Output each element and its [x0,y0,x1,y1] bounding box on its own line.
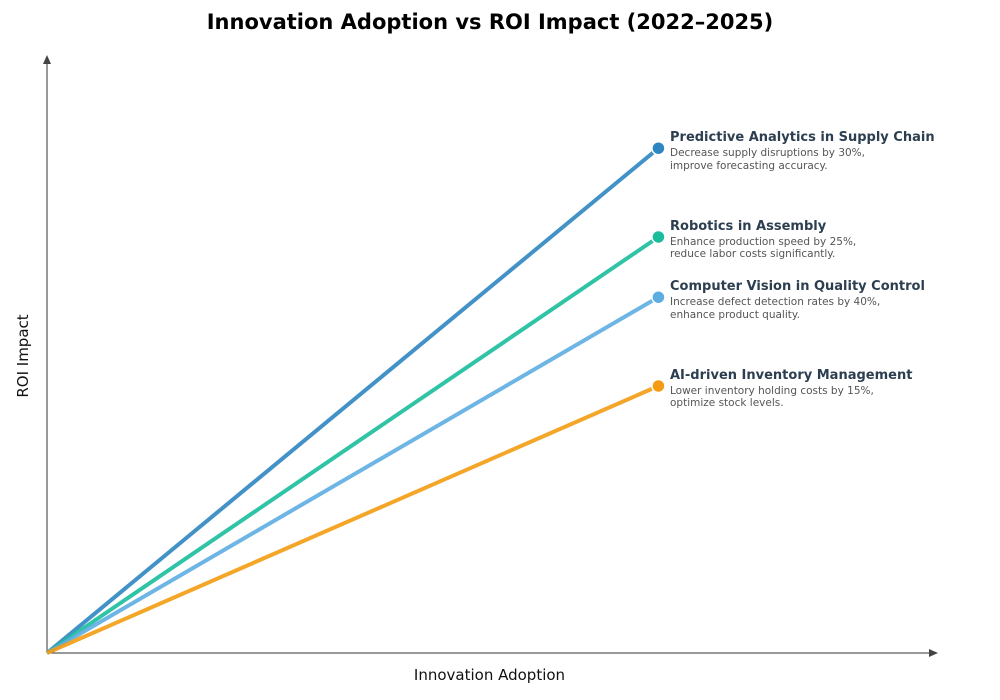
series-annotation: Computer Vision in Quality Control Increa… [670,279,925,321]
series-endpoint-marker [651,289,666,305]
series-name-label: Predictive Analytics in Supply Chain [670,130,935,146]
series-name-label: AI-driven Inventory Management [670,367,913,383]
series-annotation: Robotics in Assembly Enhance production s… [670,219,885,261]
series-description: Decrease supply disruptions by 30%, impr… [670,147,865,172]
series-endpoint-marker [651,229,666,245]
series-description: Enhance production speed by 25%, reduce … [670,235,857,261]
series-name-label: Computer Vision in Quality Control [670,279,925,295]
series-annotation: AI-driven Inventory Management Lower inve… [670,368,912,410]
series-line [45,146,660,655]
series-endpoint-marker [651,378,666,394]
series-line [46,384,660,655]
y-axis-arrow [43,55,51,64]
series-line [45,295,660,655]
series-endpoint-marker [651,140,666,156]
series-annotation: Predictive Analytics in Supply Chain Decr… [670,130,935,172]
x-axis-label: Innovation Adoption [413,666,566,684]
series-name-label: Robotics in Assembly [670,218,827,234]
series-description: Increase defect detection rates by 40%, … [670,296,881,321]
series-line [45,235,660,655]
series-description: Lower inventory holding costs by 15%, op… [670,384,874,410]
chart-title: Innovation Adoption vs ROI Impact (2022–… [206,10,774,34]
x-axis-arrow [929,649,938,657]
